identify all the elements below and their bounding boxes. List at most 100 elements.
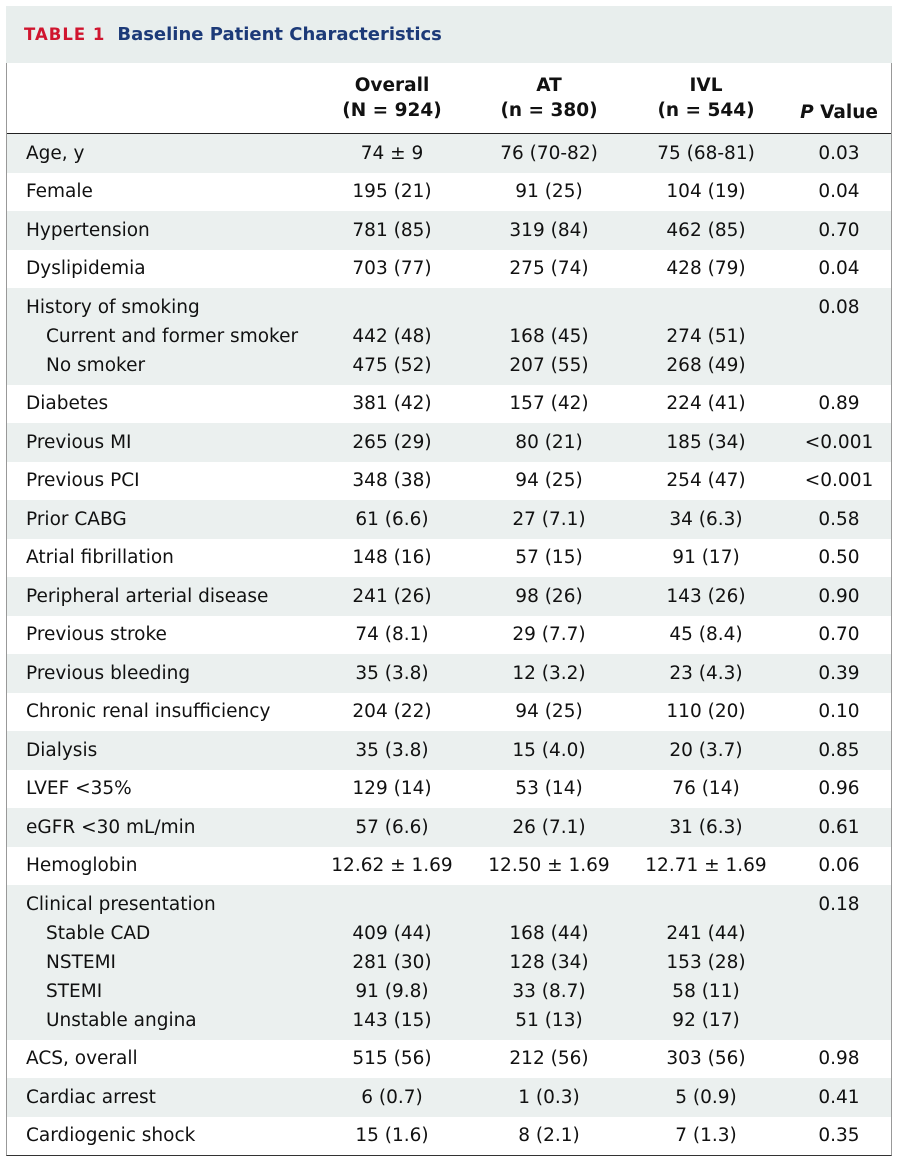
- table: Overall (N = 924) AT (n = 380) IVL (n = 544) P…: [6, 63, 892, 1156]
- cell: 34 (6.3): [669, 508, 743, 530]
- row-label: Hypertension: [26, 219, 150, 241]
- cell: 128 (34): [509, 951, 589, 973]
- table-row: Previous MI 265 (29) 80 (21) 185 (34) <0.001: [7, 428, 891, 457]
- row-label: NSTEMI: [46, 951, 116, 973]
- title-bar: TABLE 1 Baseline Patient Characteristics: [6, 6, 892, 63]
- header-cell: AT (n = 380): [471, 73, 627, 123]
- cell: [313, 293, 471, 322]
- table-row: Previous PCI 348 (38) 94 (25) 254 (47) <0.00…: [7, 466, 891, 495]
- p-value: 0.70: [818, 219, 860, 241]
- header-cell: Overall (N = 924): [313, 73, 471, 123]
- row-label: Previous bleeding: [26, 662, 191, 684]
- cell: 91 (17): [672, 547, 740, 569]
- row-group: eGFR <30 mL/min 57 (6.6) 26 (7.1) 31 (6.3) 0…: [7, 808, 891, 847]
- cell: 94 (25): [515, 470, 583, 492]
- cell: 204 (22): [352, 701, 432, 723]
- cell: 104 (19): [666, 181, 746, 203]
- row-group: Cardiac arrest 6 (0.7) 1 (0.3) 5 (0.9) 0.41: [7, 1078, 891, 1117]
- cell: 462 (85): [666, 219, 746, 241]
- table-row: Dialysis 35 (3.8) 15 (4.0) 20 (3.7) 0.85: [7, 736, 891, 765]
- cell: 94 (25): [515, 701, 583, 723]
- cell: 1 (0.3): [518, 1086, 580, 1108]
- cell: 274 (51): [666, 325, 746, 347]
- cell: 143 (15): [352, 1009, 432, 1031]
- cell: 12.62 ± 1.69: [331, 855, 453, 877]
- cell: [471, 890, 627, 919]
- cell: 148 (16): [352, 547, 432, 569]
- row-label: Hemoglobin: [26, 855, 138, 877]
- row-label: Dialysis: [26, 739, 98, 761]
- p-value: 0.04: [818, 258, 860, 280]
- table-row: Previous stroke 74 (8.1) 29 (7.7) 45 (8.4) 0…: [7, 620, 891, 649]
- row-label: STEMI: [46, 980, 103, 1002]
- cell: [627, 890, 785, 919]
- p-value: 0.03: [818, 142, 860, 164]
- header-cell: P Value: [785, 100, 893, 133]
- header-text: Value: [820, 102, 878, 123]
- row-group: Clinical presentation 0.18 Stable CAD 409 (…: [7, 885, 891, 1040]
- table-row: Dyslipidemia 703 (77) 275 (74) 428 (79) 0.04: [7, 254, 891, 283]
- table-title: Baseline Patient Characteristics: [117, 24, 442, 45]
- cell: 212 (56): [509, 1048, 589, 1070]
- header-line: Overall: [354, 75, 430, 96]
- cell: 12 (3.2): [512, 662, 586, 684]
- p-value: 0.98: [818, 1048, 860, 1070]
- header-line: (N = 924): [342, 100, 442, 121]
- table-row: Hypertension 781 (85) 319 (84) 462 (85) 0.70: [7, 216, 891, 245]
- row-label: No smoker: [46, 354, 146, 376]
- row-label: ACS, overall: [26, 1048, 138, 1070]
- row-label: History of smoking: [26, 296, 200, 318]
- table-body: Age, y 74 ± 9 76 (70-82) 75 (68-81) 0.03 Fema…: [7, 134, 891, 1155]
- cell: 57 (6.6): [355, 816, 429, 838]
- cell: 110 (20): [666, 701, 746, 723]
- cell: 29 (7.7): [512, 624, 586, 646]
- row-label: Dyslipidemia: [26, 258, 146, 280]
- cell: 45 (8.4): [669, 624, 743, 646]
- row-group: Previous bleeding 35 (3.8) 12 (3.2) 23 (4.3…: [7, 654, 891, 693]
- cell: 33 (8.7): [512, 980, 586, 1002]
- cell: 241 (26): [352, 585, 432, 607]
- row-label: Cardiogenic shock: [26, 1125, 196, 1147]
- p-value: 0.39: [818, 662, 860, 684]
- cell: 76 (14): [672, 778, 740, 800]
- row-group: Peripheral arterial disease 241 (26) 98 (2…: [7, 577, 891, 616]
- p-value: 0.06: [818, 855, 860, 877]
- cell: 409 (44): [352, 922, 432, 944]
- cell: 35 (3.8): [355, 739, 429, 761]
- p-value: 0.41: [818, 1086, 860, 1108]
- row-group: LVEF <35% 129 (14) 53 (14) 76 (14) 0.96: [7, 770, 891, 809]
- cell: 153 (28): [666, 951, 746, 973]
- cell: 475 (52): [352, 354, 432, 376]
- p-value: 0.89: [818, 393, 860, 415]
- row-label: Previous PCI: [26, 470, 140, 492]
- row-label: Previous stroke: [26, 624, 167, 646]
- cell: 781 (85): [352, 219, 432, 241]
- sub-row: Unstable angina 143 (15) 51 (13) 92 (17): [7, 1006, 891, 1035]
- row-label: Clinical presentation: [26, 893, 216, 915]
- sub-row: NSTEMI 281 (30) 128 (34) 153 (28): [7, 948, 891, 977]
- row-group: Age, y 74 ± 9 76 (70-82) 75 (68-81) 0.03: [7, 134, 891, 173]
- cell: 168 (45): [509, 325, 589, 347]
- cell: 27 (7.1): [512, 508, 586, 530]
- row-group: Female 195 (21) 91 (25) 104 (19) 0.04: [7, 173, 891, 212]
- table-row: Age, y 74 ± 9 76 (70-82) 75 (68-81) 0.03: [7, 139, 891, 168]
- row-label: Diabetes: [26, 393, 109, 415]
- row-group: Cardiogenic shock 15 (1.6) 8 (2.1) 7 (1.3) 0…: [7, 1117, 891, 1156]
- cell: 12.50 ± 1.69: [488, 855, 610, 877]
- cell: 31 (6.3): [669, 816, 743, 838]
- cell: 254 (47): [666, 470, 746, 492]
- row-group: Chronic renal insufficiency 204 (22) 94 (2…: [7, 693, 891, 732]
- table-row: Clinical presentation 0.18: [7, 890, 891, 919]
- p-value: 0.50: [818, 547, 860, 569]
- cell: 129 (14): [352, 778, 432, 800]
- table-row: History of smoking 0.08: [7, 293, 891, 322]
- header-italic: P: [800, 102, 814, 123]
- row-group: ACS, overall 515 (56) 212 (56) 303 (56) 0.98: [7, 1040, 891, 1079]
- row-group: Previous stroke 74 (8.1) 29 (7.7) 45 (8.4) 0…: [7, 616, 891, 655]
- header-line: (n = 380): [500, 100, 598, 121]
- table-label: TABLE 1: [24, 25, 106, 44]
- table-row: Prior CABG 61 (6.6) 27 (7.1) 34 (6.3) 0.58: [7, 505, 891, 534]
- cell: 23 (4.3): [669, 662, 743, 684]
- cell: 319 (84): [509, 219, 589, 241]
